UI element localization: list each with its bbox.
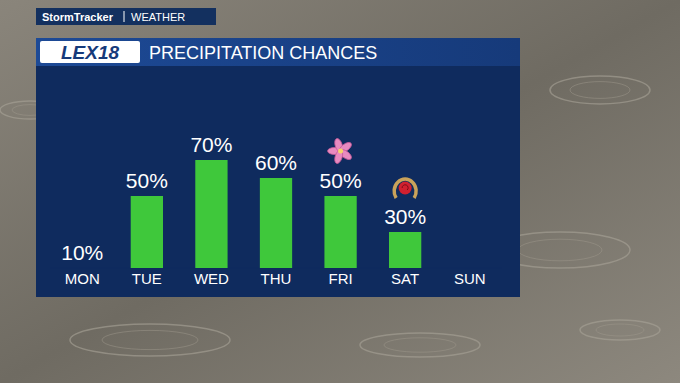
- bar: [131, 196, 163, 268]
- bars: [131, 160, 422, 268]
- x-tick-label: WED: [194, 270, 229, 287]
- ripple: [102, 330, 198, 349]
- data-label: 60%: [255, 151, 297, 174]
- x-tick-label: MON: [65, 270, 100, 287]
- data-label: 50%: [126, 169, 168, 192]
- title: PRECIPITATION CHANCES: [149, 43, 377, 63]
- ripple: [70, 324, 230, 356]
- ripple: [580, 320, 660, 340]
- ripple: [596, 324, 644, 336]
- chart-svg: StormTracker WEATHER LEX18 PRECIPITATION CH…: [0, 0, 680, 383]
- petal: [333, 149, 344, 164]
- background: [0, 0, 680, 383]
- root: StormTracker WEATHER LEX18 PRECIPITATION CH…: [0, 0, 680, 383]
- x-tick-label: SUN: [454, 270, 486, 287]
- data-label: 10%: [61, 241, 103, 264]
- section: WEATHER: [131, 11, 185, 23]
- bar: [260, 178, 292, 268]
- divider: [124, 11, 125, 22]
- labels: 10% 50% 70% 60% 50% 30% MON TUE WED THU FRI SAT SUN: [61, 133, 485, 287]
- title-bar: [36, 38, 520, 66]
- x-tick-label: FRI: [328, 270, 352, 287]
- bar: [389, 232, 421, 268]
- ripple: [550, 76, 650, 104]
- rose-swirl: [402, 185, 408, 190]
- header-strip: [36, 8, 216, 25]
- ripple: [384, 338, 456, 352]
- data-label: 50%: [320, 169, 362, 192]
- ripple: [360, 333, 480, 357]
- lily-center: [338, 149, 343, 154]
- lily-icon: [328, 138, 354, 165]
- bar: [66, 268, 98, 269]
- x-tick-label: THU: [261, 270, 292, 287]
- data-label: 70%: [190, 133, 232, 156]
- ripple: [570, 82, 630, 99]
- logo: LEX18: [61, 42, 120, 63]
- bar: [324, 196, 356, 268]
- x-tick-label: TUE: [132, 270, 162, 287]
- panel: [36, 66, 520, 297]
- data-label: 30%: [384, 205, 426, 228]
- horseshoe-icon: [394, 179, 416, 198]
- rose: [399, 182, 412, 195]
- logo-box: [40, 41, 140, 63]
- bar: [195, 160, 227, 268]
- horseshoe: [394, 179, 416, 198]
- x-tick-label: SAT: [391, 270, 419, 287]
- ripple: [518, 239, 602, 261]
- brand: StormTracker: [42, 11, 114, 23]
